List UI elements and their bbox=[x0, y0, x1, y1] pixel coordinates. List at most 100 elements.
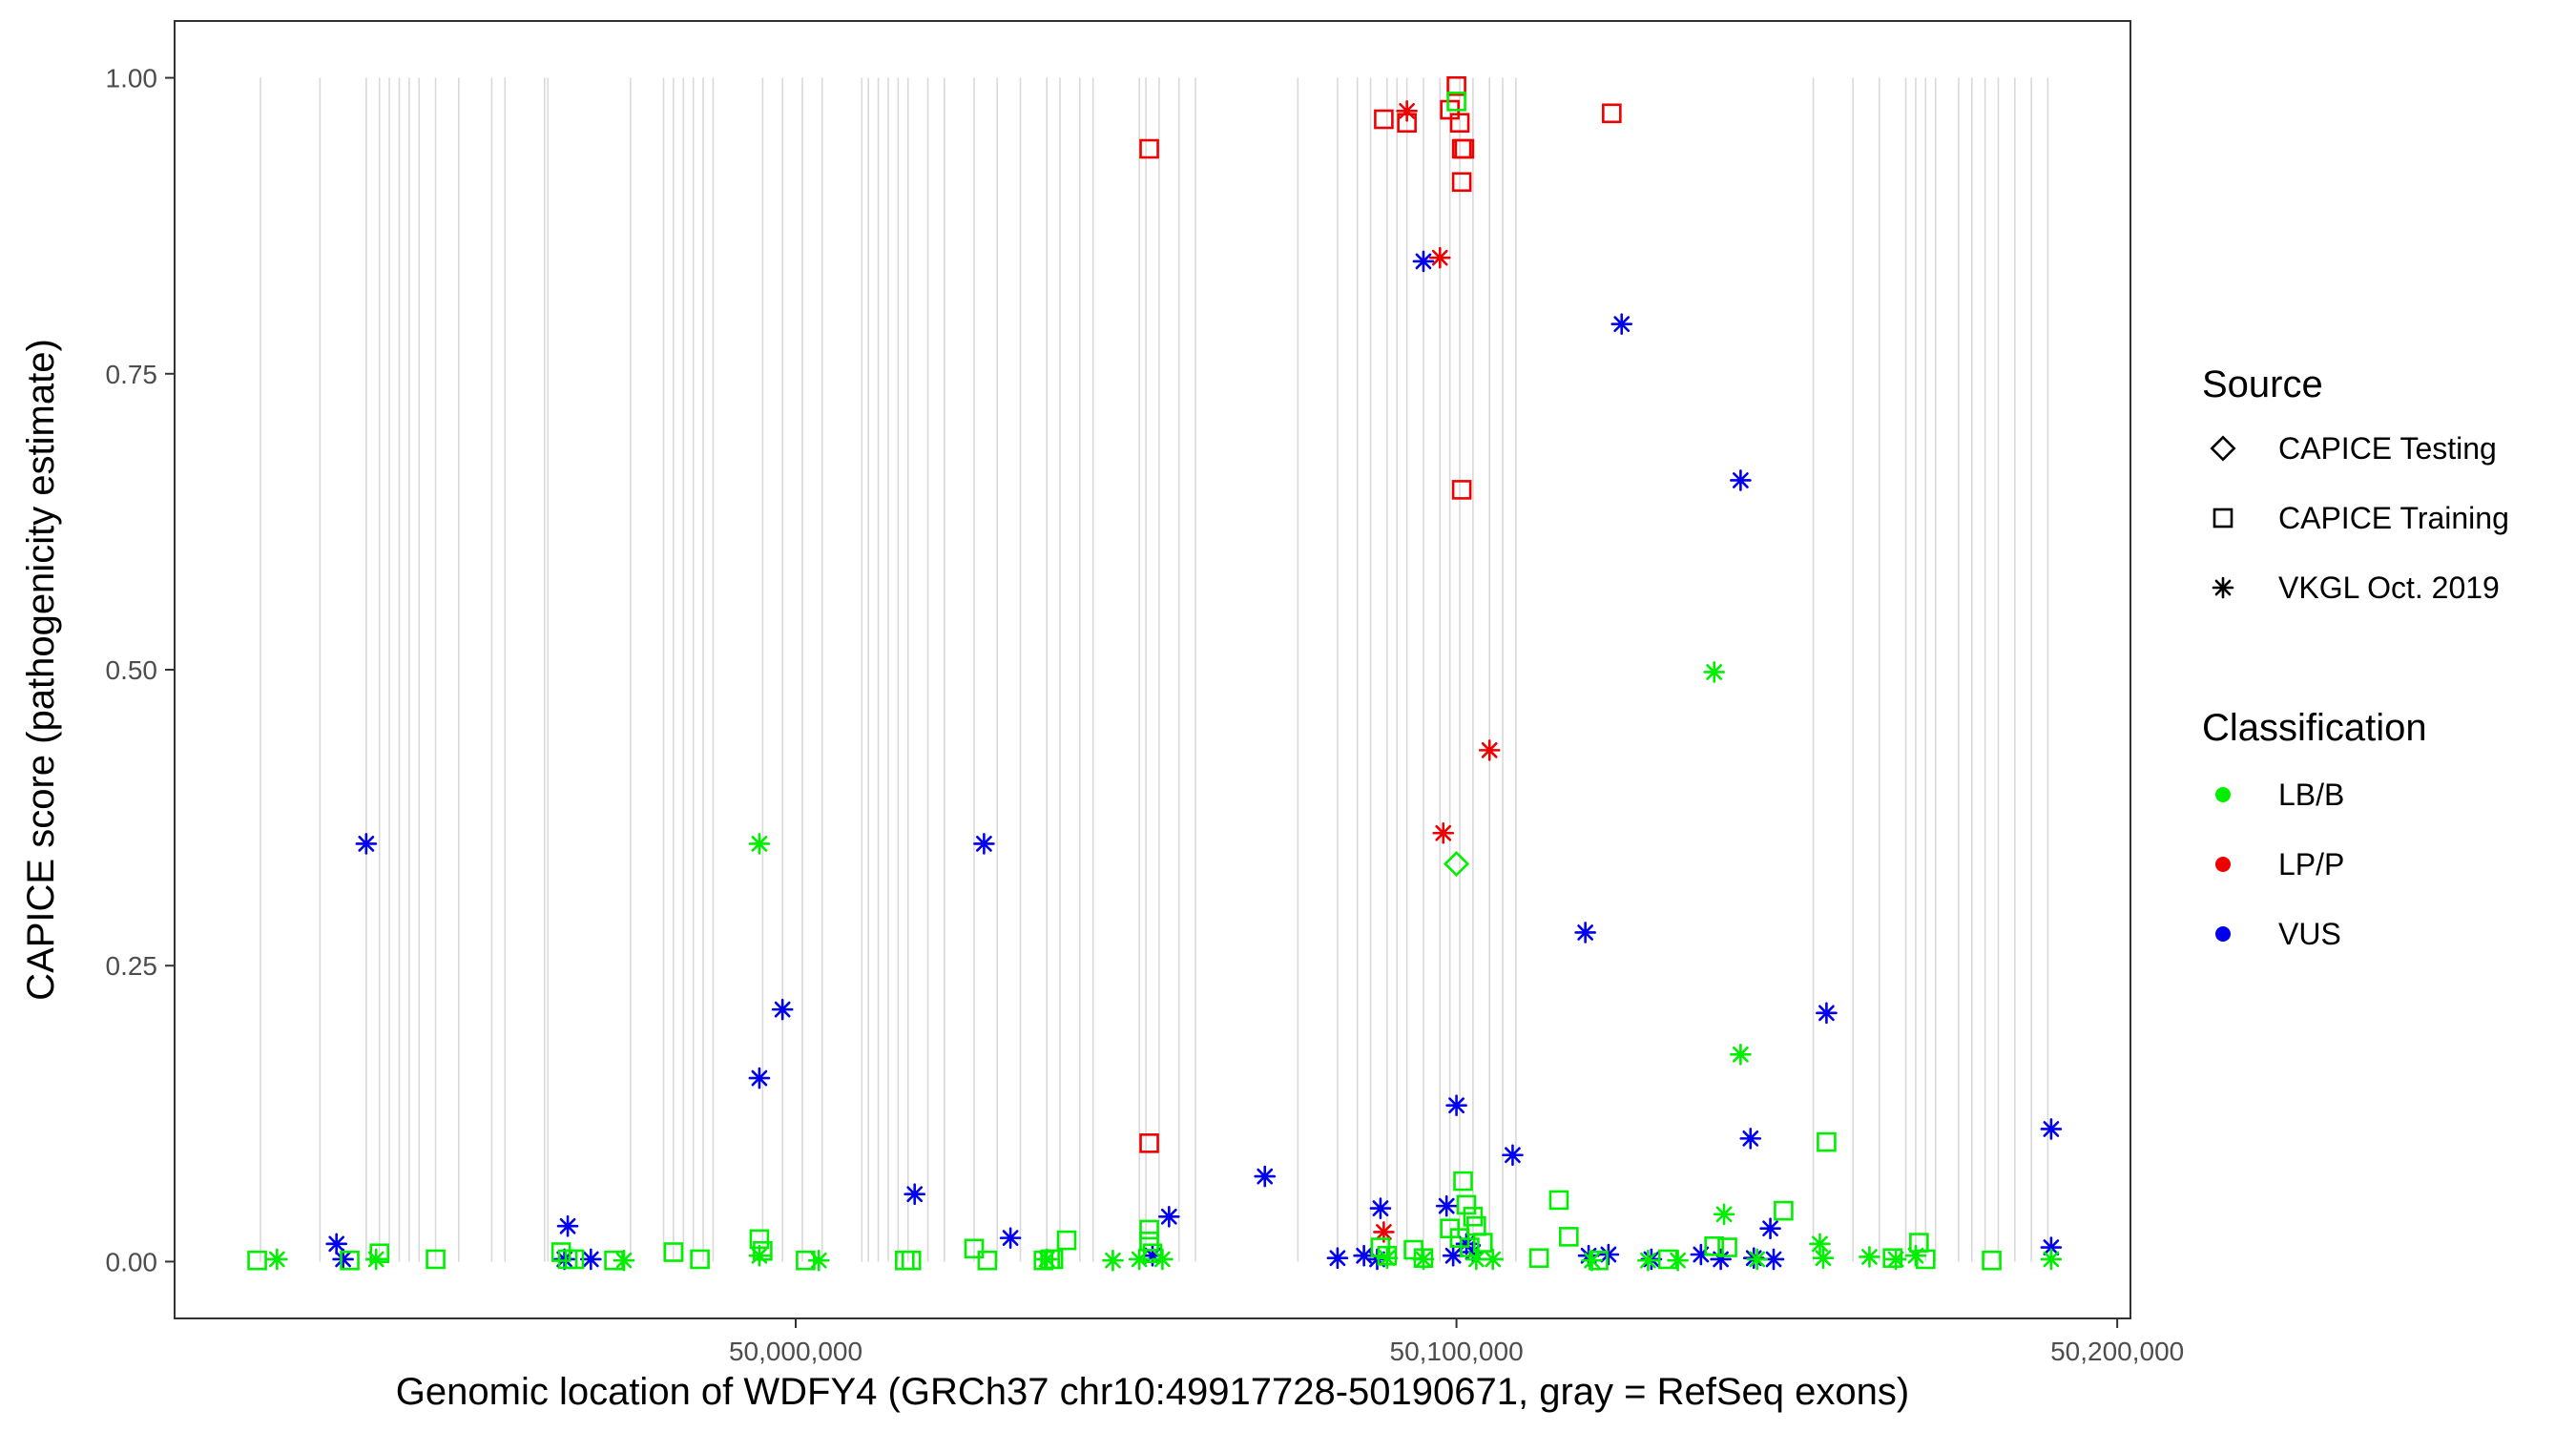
data-point bbox=[1435, 1194, 1458, 1217]
data-point bbox=[1139, 1232, 1159, 1252]
data-point bbox=[1396, 100, 1418, 122]
data-point bbox=[1353, 1244, 1375, 1267]
data-point bbox=[1548, 1190, 1569, 1211]
data-point bbox=[1472, 1233, 1493, 1253]
data-point bbox=[1374, 109, 1394, 130]
data-point bbox=[1581, 1249, 1603, 1272]
legend-source-title: Source bbox=[2202, 363, 2323, 405]
legend-classification-title: Classification bbox=[2202, 707, 2427, 749]
data-point bbox=[1139, 138, 1159, 159]
data-point bbox=[1442, 1244, 1465, 1267]
exon-lines bbox=[260, 77, 2049, 1262]
y-axis-title: CAPICE score (pathogenicity estimate) bbox=[20, 339, 62, 1001]
data-point bbox=[1412, 250, 1435, 273]
data-point bbox=[1128, 1248, 1151, 1271]
data-point bbox=[1446, 92, 1466, 112]
data-point bbox=[1904, 1244, 1927, 1267]
data-point bbox=[332, 1248, 354, 1271]
data-point bbox=[1043, 1249, 1064, 1270]
data-point bbox=[247, 1250, 267, 1271]
data-point bbox=[1413, 1248, 1434, 1269]
data-point bbox=[556, 1214, 579, 1237]
data-point bbox=[1445, 1094, 1467, 1116]
data-point bbox=[748, 1067, 771, 1089]
data-point bbox=[1559, 1227, 1579, 1247]
data-point bbox=[1449, 113, 1470, 134]
data-point bbox=[1610, 313, 1633, 335]
data-point bbox=[748, 1244, 771, 1267]
data-point bbox=[355, 833, 378, 855]
legend-source-key bbox=[2212, 508, 2233, 529]
data-point bbox=[690, 1249, 710, 1270]
x-tick-label: 50,200,000 bbox=[2050, 1337, 2184, 1366]
data-point bbox=[749, 1229, 770, 1250]
legend-class-key bbox=[2215, 926, 2231, 942]
x-tick-label: 50,100,000 bbox=[1390, 1337, 1524, 1366]
data-point bbox=[1478, 739, 1501, 761]
data-point bbox=[364, 1248, 387, 1271]
data-point bbox=[1657, 1249, 1678, 1270]
data-point bbox=[2040, 1248, 2063, 1271]
data-point bbox=[973, 833, 995, 855]
data-point bbox=[1446, 75, 1466, 96]
data-point bbox=[1916, 1249, 1936, 1270]
plot-panel-border bbox=[174, 20, 2131, 1319]
data-point bbox=[977, 1250, 998, 1271]
data-point bbox=[753, 1240, 773, 1261]
data-point bbox=[1428, 246, 1451, 269]
data-point bbox=[1637, 1249, 1659, 1272]
data-point bbox=[1816, 1002, 1838, 1025]
data-point bbox=[999, 1227, 1022, 1249]
legend-source-label: CAPICE Training bbox=[2278, 501, 2509, 535]
y-axis: 0.00 0.25 0.50 0.75 1.00 bbox=[106, 64, 175, 1276]
legend-class-label: VUS bbox=[2278, 917, 2341, 951]
data-point bbox=[1667, 1249, 1689, 1272]
data-point bbox=[325, 1233, 347, 1255]
data-point bbox=[1703, 661, 1725, 683]
y-tick-label: 0.25 bbox=[106, 951, 158, 981]
data-point bbox=[796, 1250, 816, 1271]
data-point bbox=[1373, 1221, 1395, 1243]
data-point bbox=[1502, 1144, 1524, 1167]
data-point bbox=[1774, 1200, 1794, 1221]
data-point bbox=[2040, 1118, 2063, 1140]
data-point bbox=[426, 1249, 446, 1270]
data-point bbox=[1730, 1043, 1752, 1066]
data-point bbox=[1142, 1243, 1163, 1264]
data-point bbox=[1454, 138, 1475, 159]
legend: Source Classification CAPICE Testing CAPI… bbox=[2202, 363, 2509, 951]
data-point bbox=[964, 1238, 985, 1259]
data-point bbox=[1746, 1248, 1768, 1271]
data-point bbox=[1817, 1131, 1837, 1152]
data-point bbox=[1444, 850, 1470, 878]
data-point bbox=[340, 1250, 360, 1271]
data-point bbox=[266, 1248, 288, 1271]
data-point bbox=[1730, 469, 1752, 491]
data-point bbox=[1589, 1250, 1609, 1271]
y-tick-label: 1.00 bbox=[106, 64, 158, 93]
data-point bbox=[1056, 1230, 1077, 1251]
y-tick-label: 0.50 bbox=[106, 655, 158, 685]
legend-source-key bbox=[2210, 435, 2236, 462]
data-point bbox=[1139, 1133, 1159, 1153]
data-point bbox=[1739, 1128, 1762, 1150]
data-point bbox=[551, 1242, 571, 1262]
data-point bbox=[1809, 1233, 1831, 1255]
data-point bbox=[1326, 1247, 1349, 1270]
legend-class-key bbox=[2215, 787, 2231, 802]
data-point bbox=[553, 1248, 575, 1271]
data-point bbox=[904, 1183, 925, 1206]
data-point bbox=[771, 998, 794, 1021]
data-point bbox=[1710, 1248, 1732, 1271]
data-point bbox=[1369, 1197, 1392, 1219]
y-tick-label: 0.75 bbox=[106, 360, 158, 389]
data-point bbox=[1460, 1237, 1480, 1257]
data-point bbox=[580, 1248, 602, 1271]
data-point bbox=[807, 1249, 830, 1272]
legend-source-key bbox=[2212, 576, 2234, 599]
data-point bbox=[1377, 1245, 1398, 1266]
data-point bbox=[1812, 1247, 1835, 1270]
data-point bbox=[748, 833, 771, 855]
y-tick-label: 0.00 bbox=[106, 1247, 158, 1276]
